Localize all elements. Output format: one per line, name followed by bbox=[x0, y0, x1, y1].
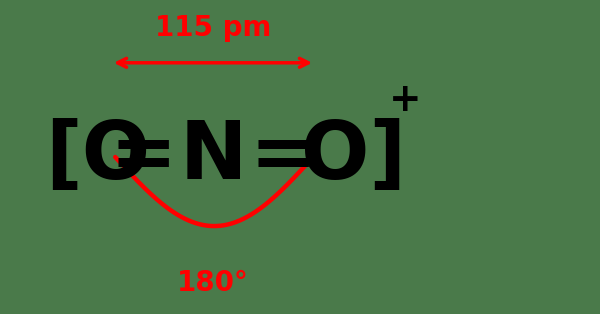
Text: O]: O] bbox=[301, 118, 407, 196]
Text: +: + bbox=[389, 81, 421, 120]
Text: [O: [O bbox=[45, 118, 150, 196]
Text: 115 pm: 115 pm bbox=[155, 14, 271, 42]
Text: =: = bbox=[250, 118, 317, 196]
Text: =: = bbox=[109, 118, 176, 196]
Text: N: N bbox=[179, 118, 247, 196]
Text: 180°: 180° bbox=[177, 268, 249, 297]
